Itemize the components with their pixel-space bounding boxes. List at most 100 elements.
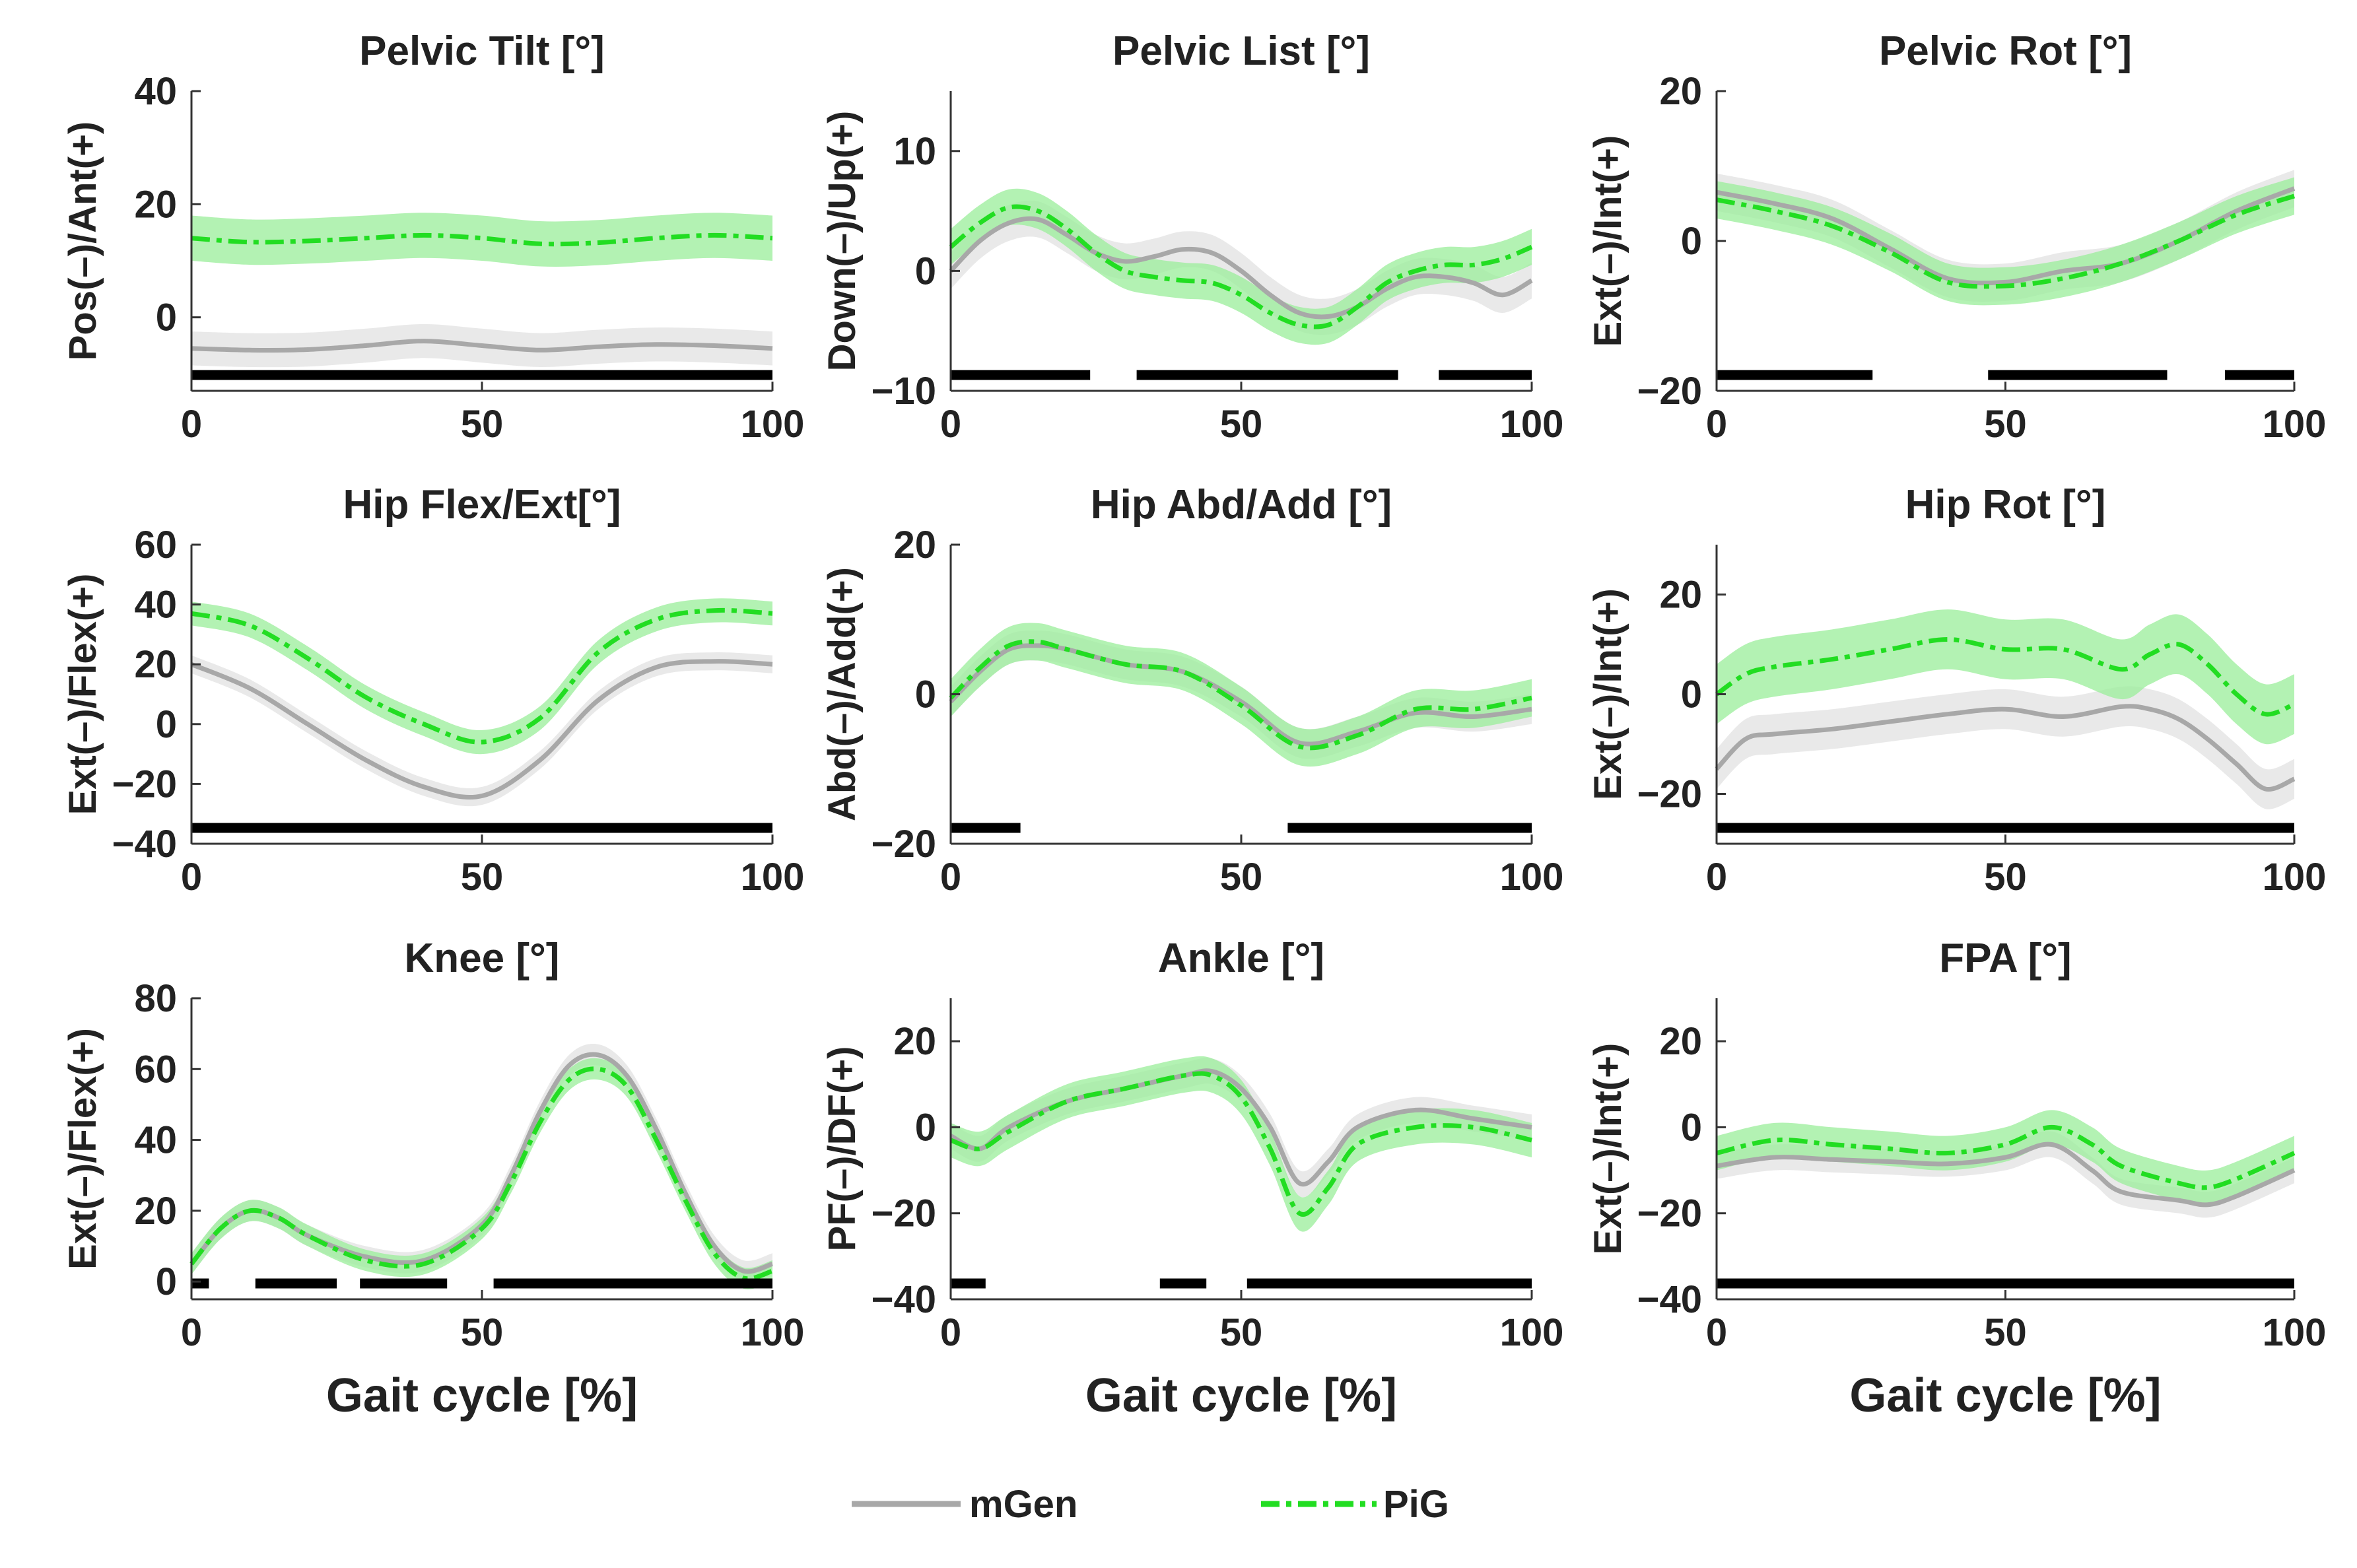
y-tick-label: 40 bbox=[134, 1119, 177, 1162]
y-axis-label: Pos(–)/Ant(+) bbox=[61, 121, 104, 361]
legend-pig-label: PiG bbox=[1383, 1483, 1449, 1526]
pig-sd-band bbox=[191, 213, 772, 267]
y-tick-label: 0 bbox=[915, 673, 936, 716]
y-tick-label: 60 bbox=[134, 1048, 177, 1091]
panel-title: Pelvic Rot [°] bbox=[1879, 28, 2132, 74]
y-tick-label: 20 bbox=[134, 643, 177, 686]
x-tick-label: 50 bbox=[461, 403, 504, 446]
panel-4: Hip Flex/Ext[°] Ext(–)/Flex(+)−40 −20 0 20 40… bbox=[61, 482, 804, 899]
x-tick-label: 0 bbox=[181, 1311, 202, 1354]
x-tick-label: 100 bbox=[741, 856, 805, 899]
x-axis-label: Gait cycle [%] bbox=[1849, 1369, 2161, 1422]
y-tick-label: −20 bbox=[1637, 773, 1702, 816]
y-tick-label: 20 bbox=[1659, 70, 1702, 113]
y-tick-label: 0 bbox=[1681, 220, 1702, 263]
y-tick-label: 20 bbox=[1659, 1020, 1702, 1063]
y-tick-label: 20 bbox=[134, 183, 177, 226]
x-tick-label: 100 bbox=[2263, 403, 2327, 446]
panel-title: FPA [°] bbox=[1939, 936, 2071, 981]
y-tick-label: 40 bbox=[134, 70, 177, 113]
y-tick-label: 20 bbox=[1659, 574, 1702, 617]
pig-mean-line bbox=[191, 607, 773, 745]
mgen-sd-band bbox=[951, 200, 1532, 335]
pig-mean-line bbox=[949, 639, 1532, 751]
y-tick-label: −20 bbox=[1637, 370, 1702, 413]
y-tick-label: 20 bbox=[893, 524, 936, 566]
pig-sd-band bbox=[951, 188, 1532, 345]
pig-mean-line bbox=[1716, 1124, 2296, 1190]
y-tick-label: 0 bbox=[156, 296, 177, 339]
y-tick-label: −10 bbox=[871, 370, 936, 413]
mgen-mean-line bbox=[949, 643, 1532, 747]
x-tick-label: 0 bbox=[181, 856, 202, 899]
mgen-mean-line bbox=[1716, 186, 2296, 286]
x-tick-label: 100 bbox=[2263, 856, 2327, 899]
mgen-mean-line bbox=[189, 1052, 774, 1274]
y-tick-label: −40 bbox=[112, 823, 177, 866]
x-tick-label: 100 bbox=[741, 1311, 805, 1354]
y-tick-label: 40 bbox=[134, 584, 177, 627]
y-tick-label: −20 bbox=[1637, 1192, 1702, 1235]
x-tick-label: 0 bbox=[1706, 856, 1727, 899]
y-axis-label: Ext(–)/Int(+) bbox=[1587, 1043, 1629, 1255]
x-axis-label: Gait cycle [%] bbox=[1085, 1369, 1397, 1422]
x-tick-label: 0 bbox=[1706, 1311, 1727, 1354]
panel-title: Hip Abd/Add [°] bbox=[1091, 482, 1392, 528]
panel-title: Hip Flex/Ext[°] bbox=[343, 482, 621, 528]
mgen-sd-band bbox=[1717, 686, 2294, 809]
pig-sd-band bbox=[951, 1056, 1532, 1232]
panel-title: Hip Rot [°] bbox=[1905, 482, 2106, 528]
y-tick-label: 0 bbox=[915, 250, 936, 292]
x-tick-label: 50 bbox=[1220, 1311, 1263, 1354]
pig-mean-line bbox=[191, 232, 773, 247]
y-axis-label: Ext(–)/Int(+) bbox=[1587, 588, 1629, 800]
y-tick-label: −40 bbox=[1637, 1278, 1702, 1321]
panel-title: Knee [°] bbox=[405, 936, 560, 981]
mgen-mean-line bbox=[949, 216, 1533, 320]
x-tick-label: 50 bbox=[461, 1311, 504, 1354]
y-tick-label: 0 bbox=[1681, 673, 1702, 716]
y-tick-label: 0 bbox=[156, 703, 177, 746]
panel-9: FPA [°] Ext(–)/Int(+)−40 −20 0 20 0 50 100 Gait … bbox=[1587, 936, 2326, 1422]
x-tick-label: 0 bbox=[940, 1311, 961, 1354]
y-tick-label: −20 bbox=[112, 763, 177, 805]
panel-title: Pelvic Tilt [°] bbox=[359, 28, 605, 74]
panel-1: Pelvic Tilt [°] Pos(–)/Ant(+) 0 20 40 0 50 100 bbox=[61, 28, 804, 446]
x-tick-label: 0 bbox=[940, 856, 961, 899]
panel-title: Pelvic List [°] bbox=[1112, 28, 1370, 74]
panel-8: Ankle [°] PF(–)/DF(+)−40 −20 0 20 0 50 100 Gait … bbox=[821, 936, 1563, 1422]
x-tick-label: 0 bbox=[181, 403, 202, 446]
mgen-mean-line bbox=[1716, 1142, 2296, 1208]
pig-mean-line bbox=[1716, 193, 2296, 289]
x-tick-label: 50 bbox=[1984, 1311, 2027, 1354]
pig-sd-band bbox=[191, 1058, 772, 1289]
y-axis-label: Ext(–)/Flex(+) bbox=[61, 574, 104, 815]
panel-title: Ankle [°] bbox=[1158, 936, 1324, 981]
pig-mean-line bbox=[189, 1066, 774, 1281]
pig-sd-band bbox=[191, 598, 772, 755]
legend-mgen-label: mGen bbox=[969, 1483, 1077, 1526]
x-tick-label: 50 bbox=[1984, 403, 2027, 446]
x-tick-label: 100 bbox=[1500, 403, 1564, 446]
x-tick-label: 100 bbox=[2263, 1311, 2327, 1354]
x-tick-label: 100 bbox=[741, 403, 805, 446]
y-tick-label: 20 bbox=[134, 1190, 177, 1233]
mgen-sd-band bbox=[191, 652, 772, 807]
mgen-mean-line bbox=[1715, 704, 2296, 792]
pig-mean-line bbox=[949, 204, 1533, 329]
x-axis-label: Gait cycle [%] bbox=[326, 1369, 638, 1422]
pig-sd-band bbox=[1717, 609, 2294, 745]
y-tick-label: 10 bbox=[893, 130, 936, 173]
y-axis-label: Ext(–)/Int(+) bbox=[1587, 135, 1629, 347]
y-axis-label: Abd(–)/Add(+) bbox=[821, 567, 864, 821]
pig-mean-line bbox=[1715, 637, 2296, 717]
pig-mean-line bbox=[949, 1071, 1532, 1217]
x-tick-label: 50 bbox=[1984, 856, 2027, 899]
y-tick-label: 60 bbox=[134, 524, 177, 566]
